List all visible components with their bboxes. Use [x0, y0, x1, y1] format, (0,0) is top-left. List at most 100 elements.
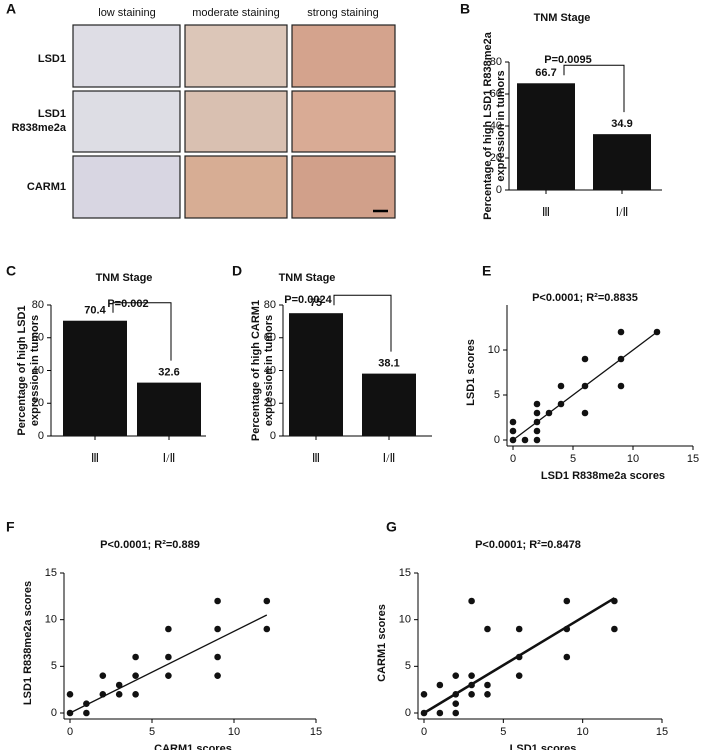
panel-label: C: [6, 263, 16, 279]
y-tick-label: 0: [496, 184, 502, 196]
chart-title: P<0.0001; R²=0.8835: [532, 292, 638, 304]
point: [99, 691, 107, 698]
p-value: P=0.002: [107, 298, 148, 310]
point: [99, 672, 107, 679]
column-header: low staining: [98, 7, 155, 19]
bar: [593, 134, 651, 190]
bar: [137, 382, 201, 436]
micrograph: [184, 24, 288, 88]
value-label: 34.9: [611, 118, 632, 130]
point: [533, 418, 541, 426]
x-axis-title: LSD1 scores: [510, 743, 577, 750]
point: [557, 400, 565, 408]
y-tick-label: 10: [399, 614, 411, 626]
point: [132, 672, 139, 679]
point: [653, 328, 661, 336]
point: [563, 625, 571, 633]
x-tick-label: 5: [149, 726, 155, 738]
p-value: P=0.0095: [544, 54, 591, 66]
x-tick-label: 15: [656, 726, 668, 738]
x-tick-label: 10: [577, 726, 589, 738]
value-label: 66.7: [535, 67, 556, 79]
y-tick-label: 0: [405, 707, 411, 719]
chart-title: TNM Stage: [96, 272, 153, 284]
panel-label: F: [6, 519, 15, 535]
x-tick-label: 5: [500, 726, 506, 738]
y-axis-title: LSD1 R838me2a scores: [22, 581, 34, 705]
point: [581, 355, 589, 363]
significance-bracket: [112, 302, 172, 361]
micrograph: [184, 90, 288, 153]
point: [452, 709, 460, 717]
micrograph: [72, 24, 181, 88]
y-axis-title: Percentage of high LSD1 R838me2a: [482, 31, 494, 220]
significance-bracket: [333, 294, 392, 352]
chart-title: TNM Stage: [534, 12, 591, 24]
row-label: LSD1: [38, 108, 66, 120]
y-tick-label: 20: [264, 397, 276, 409]
y-tick-label: 0: [494, 434, 500, 446]
x-axis-title: CARM1 scores: [154, 743, 232, 750]
point: [484, 625, 491, 633]
panel-label: E: [482, 263, 491, 279]
bar: [289, 313, 343, 436]
y-tick-label: 0: [270, 430, 276, 442]
y-axis-title: CARM1 scores: [376, 604, 388, 682]
y-axis-title: Percentage of high LSD1: [16, 305, 28, 435]
x-tick-label: 15: [687, 453, 699, 465]
point: [484, 681, 491, 689]
y-tick-label: 20: [32, 397, 44, 409]
point: [468, 681, 475, 689]
point: [263, 625, 271, 633]
point: [509, 427, 517, 435]
point: [533, 409, 541, 417]
y-tick-label: 80: [490, 56, 502, 68]
bar: [517, 83, 575, 190]
micrograph: [72, 155, 181, 219]
value-label: 32.6: [158, 367, 179, 379]
point: [611, 597, 618, 605]
value-label: 75: [310, 297, 322, 309]
x-tick-label: Ⅰ/Ⅱ: [163, 451, 176, 465]
y-tick-label: 40: [264, 364, 276, 376]
chart-title: TNM Stage: [279, 272, 336, 284]
significance-bracket: [563, 64, 625, 113]
point: [263, 597, 271, 605]
point: [436, 709, 444, 717]
point: [132, 653, 139, 661]
y-axis-title: expression in tumors: [495, 70, 507, 181]
column-header: moderate staining: [192, 7, 279, 19]
y-tick-label: 10: [45, 614, 57, 626]
column-header: strong staining: [307, 7, 379, 19]
point: [214, 653, 221, 661]
point: [581, 409, 589, 417]
point: [617, 355, 625, 363]
x-tick-label: 5: [570, 453, 576, 465]
point: [115, 681, 123, 689]
y-tick-label: 5: [405, 660, 411, 672]
micrograph: [291, 24, 396, 88]
y-axis-title: expression in tumors: [263, 315, 275, 426]
y-tick-label: 40: [490, 120, 502, 132]
row-label: LSD1: [38, 53, 66, 65]
value-label: 70.4: [84, 305, 106, 317]
panel-label: D: [232, 263, 242, 279]
y-axis-title: LSD1 scores: [465, 339, 477, 406]
point: [420, 691, 428, 698]
x-tick-label: Ⅲ: [312, 451, 320, 465]
x-tick-label: Ⅰ/Ⅱ: [383, 451, 396, 465]
x-tick-label: Ⅰ/Ⅱ: [616, 205, 629, 219]
point: [533, 400, 541, 408]
p-value: P=0.0024: [284, 294, 332, 306]
chart-title: P<0.0001; R²=0.8478: [475, 539, 581, 551]
y-tick-label: 0: [51, 707, 57, 719]
x-tick-label: Ⅲ: [91, 451, 99, 465]
point: [115, 691, 123, 698]
y-tick-label: 15: [45, 567, 57, 579]
point: [581, 382, 589, 390]
x-axis-title: LSD1 R838me2a scores: [541, 470, 665, 482]
point: [617, 328, 625, 336]
y-tick-label: 80: [32, 299, 44, 311]
point: [83, 709, 90, 717]
